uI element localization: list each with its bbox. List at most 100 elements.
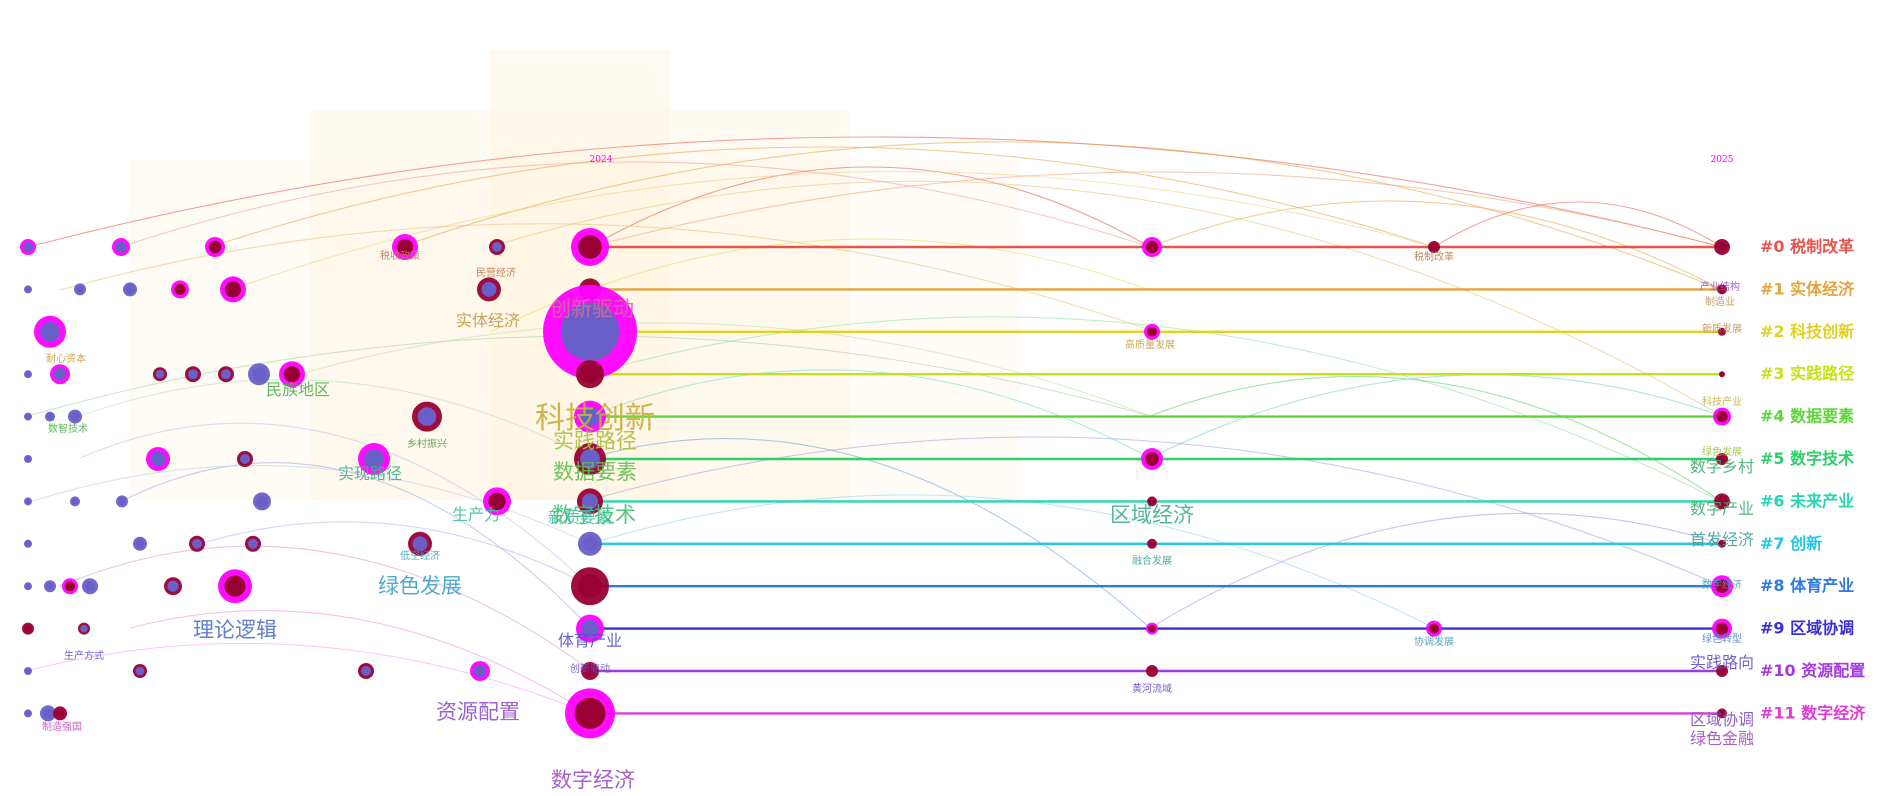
cluster-label: #10 资源配置 (1760, 661, 1865, 680)
keyword-node-core (192, 538, 202, 549)
keyword-node-core (53, 368, 67, 381)
keyword-node-core (581, 365, 599, 383)
link-arc (399, 141, 1723, 291)
keyword-node-core (1718, 667, 1726, 675)
link-arc (1149, 375, 1723, 503)
keyword-node-core (361, 666, 371, 676)
keyword-node-core (85, 581, 95, 592)
keyword-label: 民营经济 (476, 266, 516, 279)
link-arc (589, 369, 1151, 459)
link-arc (119, 161, 1151, 248)
keyword-label: 科技产业 (1702, 395, 1742, 408)
link-arc (1149, 200, 1723, 291)
keyword-node-core (1148, 540, 1156, 547)
link-arc (589, 166, 1151, 248)
keyword-node-core (25, 710, 31, 716)
year-label-2025: 2025 (1711, 155, 1734, 165)
keyword-node-core (1718, 710, 1726, 717)
keyword-node-core (584, 665, 596, 677)
keyword-node-core (396, 238, 414, 256)
keyword-node-core (224, 575, 246, 597)
link-arc (489, 180, 1723, 417)
keyword-node-core (25, 371, 31, 377)
keyword-node-core (1147, 326, 1157, 337)
bg-block (850, 160, 1020, 500)
keyword-label: 生产力 (452, 505, 500, 524)
keyword-node-core (65, 581, 75, 592)
cluster-label: #1 实体经济 (1760, 279, 1855, 298)
cluster-label: #11 数字经济 (1760, 703, 1866, 722)
keyword-node-core (25, 541, 31, 547)
keyword-label: 绿色发展 (1702, 445, 1742, 458)
keyword-label: 低空经济 (400, 549, 440, 562)
cluster-label: #7 创新 (1760, 534, 1822, 553)
keyword-label: 绿色转型 (1702, 632, 1742, 645)
keyword-node-core (70, 412, 80, 421)
keyword-node-core (560, 302, 620, 361)
keyword-node-core (118, 497, 126, 506)
keyword-node-core (25, 498, 31, 504)
keyword-label: 创新驱动 (570, 662, 610, 675)
keyword-label: 实现路径 (338, 464, 402, 483)
year-labels: 2024 2025 (590, 155, 1734, 165)
keyword-node-core (248, 538, 258, 549)
keyword-node-core (188, 369, 198, 380)
keyword-node-core (256, 495, 268, 507)
keyword-label: 实践路径 (553, 429, 637, 453)
keyword-node-core (1429, 623, 1439, 634)
keyword-node-core (492, 242, 502, 252)
link-arc (59, 545, 591, 671)
keyword-label: 区域经济 (1110, 503, 1194, 527)
cluster-label: #2 科技创新 (1760, 322, 1854, 341)
keyword-label: 区域协调 (1690, 710, 1754, 729)
keyword-node-core (1719, 541, 1725, 547)
keyword-label: 科技创新 (535, 401, 655, 436)
keyword-label: 黄河流域 (1132, 682, 1172, 695)
keyword-node-core (578, 574, 602, 598)
keyword-label: 数字产业 (1690, 499, 1754, 518)
keyword-label: 实体经济 (456, 311, 520, 330)
keyword-node-core (488, 492, 506, 511)
keyword-node-core (1717, 496, 1727, 507)
cluster-label: #0 税制改革 (1760, 237, 1854, 256)
keyword-label: 协调发展 (1414, 635, 1454, 648)
link-arc (79, 378, 591, 459)
keyword-label: 乡村振兴 (407, 437, 447, 450)
link-arc (589, 438, 1151, 629)
keyword-node-core (46, 413, 54, 420)
keyword-node-core (25, 456, 31, 462)
keyword-node-core (581, 619, 599, 638)
keyword-node-core (481, 281, 497, 297)
keyword-nodes (20, 228, 1733, 739)
keyword-label: 税收政策 (380, 249, 420, 262)
link-arc (589, 436, 1723, 587)
keyword-node-core (1719, 329, 1725, 335)
link-arc (119, 462, 591, 629)
keyword-node-core (240, 454, 250, 464)
keyword-node-core (115, 241, 127, 253)
keyword-node-core (1715, 579, 1729, 594)
keyword-label: 创新驱动 (550, 297, 634, 321)
cluster-label: #4 数据要素 (1760, 407, 1854, 426)
keyword-label: 数字经济 (1702, 578, 1742, 591)
keyword-label: 首发经济 (1690, 530, 1754, 549)
keyword-node-core (581, 493, 599, 510)
keyword-node-core (252, 367, 266, 382)
keyword-label: 实践路向 (1690, 653, 1754, 672)
keyword-label: 产业结构 (1700, 280, 1740, 293)
keyword-label: 体育产业 (558, 631, 622, 650)
bg-block (130, 160, 850, 500)
keyword-node-core (1430, 243, 1438, 251)
keyword-node-core (580, 449, 600, 469)
keyword-node-core (76, 285, 84, 294)
keyword-node-core (582, 536, 598, 552)
keyword-node-core (25, 583, 31, 589)
link-arc (1433, 201, 1723, 248)
keyword-node-core (43, 708, 53, 719)
keyword-node-core (46, 582, 54, 590)
keyword-label: 高质量发展 (1125, 338, 1175, 351)
keyword-node-core (1145, 452, 1159, 466)
keyword-node-core (1715, 622, 1729, 635)
keyword-node-core (174, 283, 186, 295)
